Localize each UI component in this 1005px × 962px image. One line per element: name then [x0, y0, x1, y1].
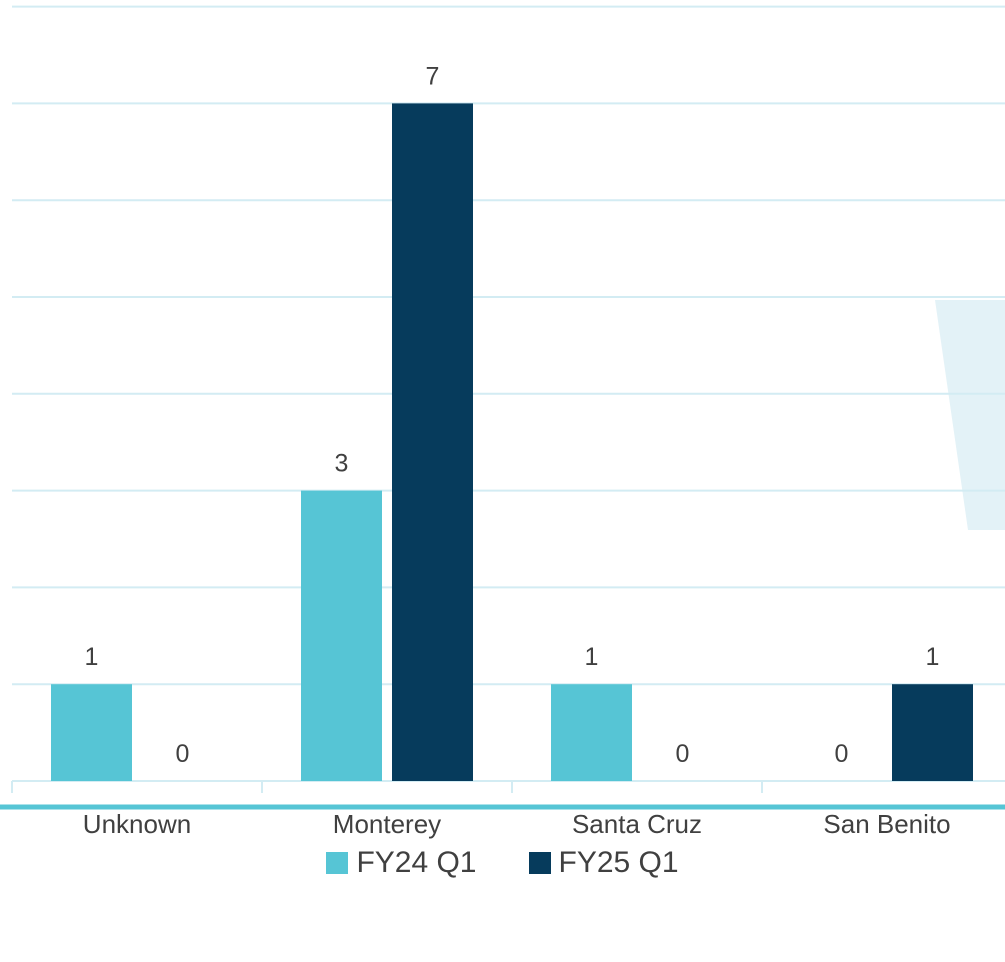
data-label-fy25-q1-monterey: 7: [426, 62, 440, 90]
bar-fy24-q1-santa-cruz: [551, 684, 632, 781]
x-axis: [11, 780, 1005, 793]
category-label-santa-cruz: Santa Cruz: [572, 809, 702, 839]
bar-fy25-q1-san-benito: [892, 684, 973, 781]
data-labels: 1 0 3 7 1 0 0 1: [85, 62, 940, 768]
data-label-fy24-q1-santa-cruz: 1: [585, 643, 599, 671]
data-label-fy24-q1-san-benito: 0: [835, 740, 849, 768]
data-label-fy25-q1-unknown: 0: [176, 740, 190, 768]
bars: [51, 103, 973, 781]
bar-fy25-q1-monterey: [392, 103, 473, 781]
bar-fy24-q1-monterey: [301, 490, 382, 781]
bar-fy24-q1-unknown: [51, 684, 132, 781]
legend-swatch-fy24-q1: [326, 852, 349, 874]
data-label-fy25-q1-santa-cruz: 0: [676, 740, 690, 768]
legend-swatch-fy25-q1: [528, 852, 551, 874]
category-labels: Unknown Monterey Santa Cruz San Benito: [83, 809, 951, 839]
legend: FY24 Q1 FY25 Q1: [0, 843, 1005, 883]
data-label-fy24-q1-monterey: 3: [335, 450, 349, 478]
legend-item-fy25-q1: FY25 Q1: [528, 846, 679, 880]
gridlines: [12, 5, 1005, 686]
category-label-unknown: Unknown: [83, 809, 191, 839]
legend-label-fy25-q1: FY25 Q1: [558, 846, 679, 879]
legend-label-fy24-q1: FY24 Q1: [356, 846, 477, 879]
category-label-monterey: Monterey: [333, 809, 441, 839]
data-label-fy25-q1-san-benito: 1: [926, 643, 940, 671]
data-label-fy24-q1-unknown: 1: [85, 643, 99, 671]
decorative-background-shape: [935, 300, 1005, 530]
legend-item-fy24-q1: FY24 Q1: [326, 846, 477, 880]
category-label-san-benito: San Benito: [823, 809, 950, 839]
